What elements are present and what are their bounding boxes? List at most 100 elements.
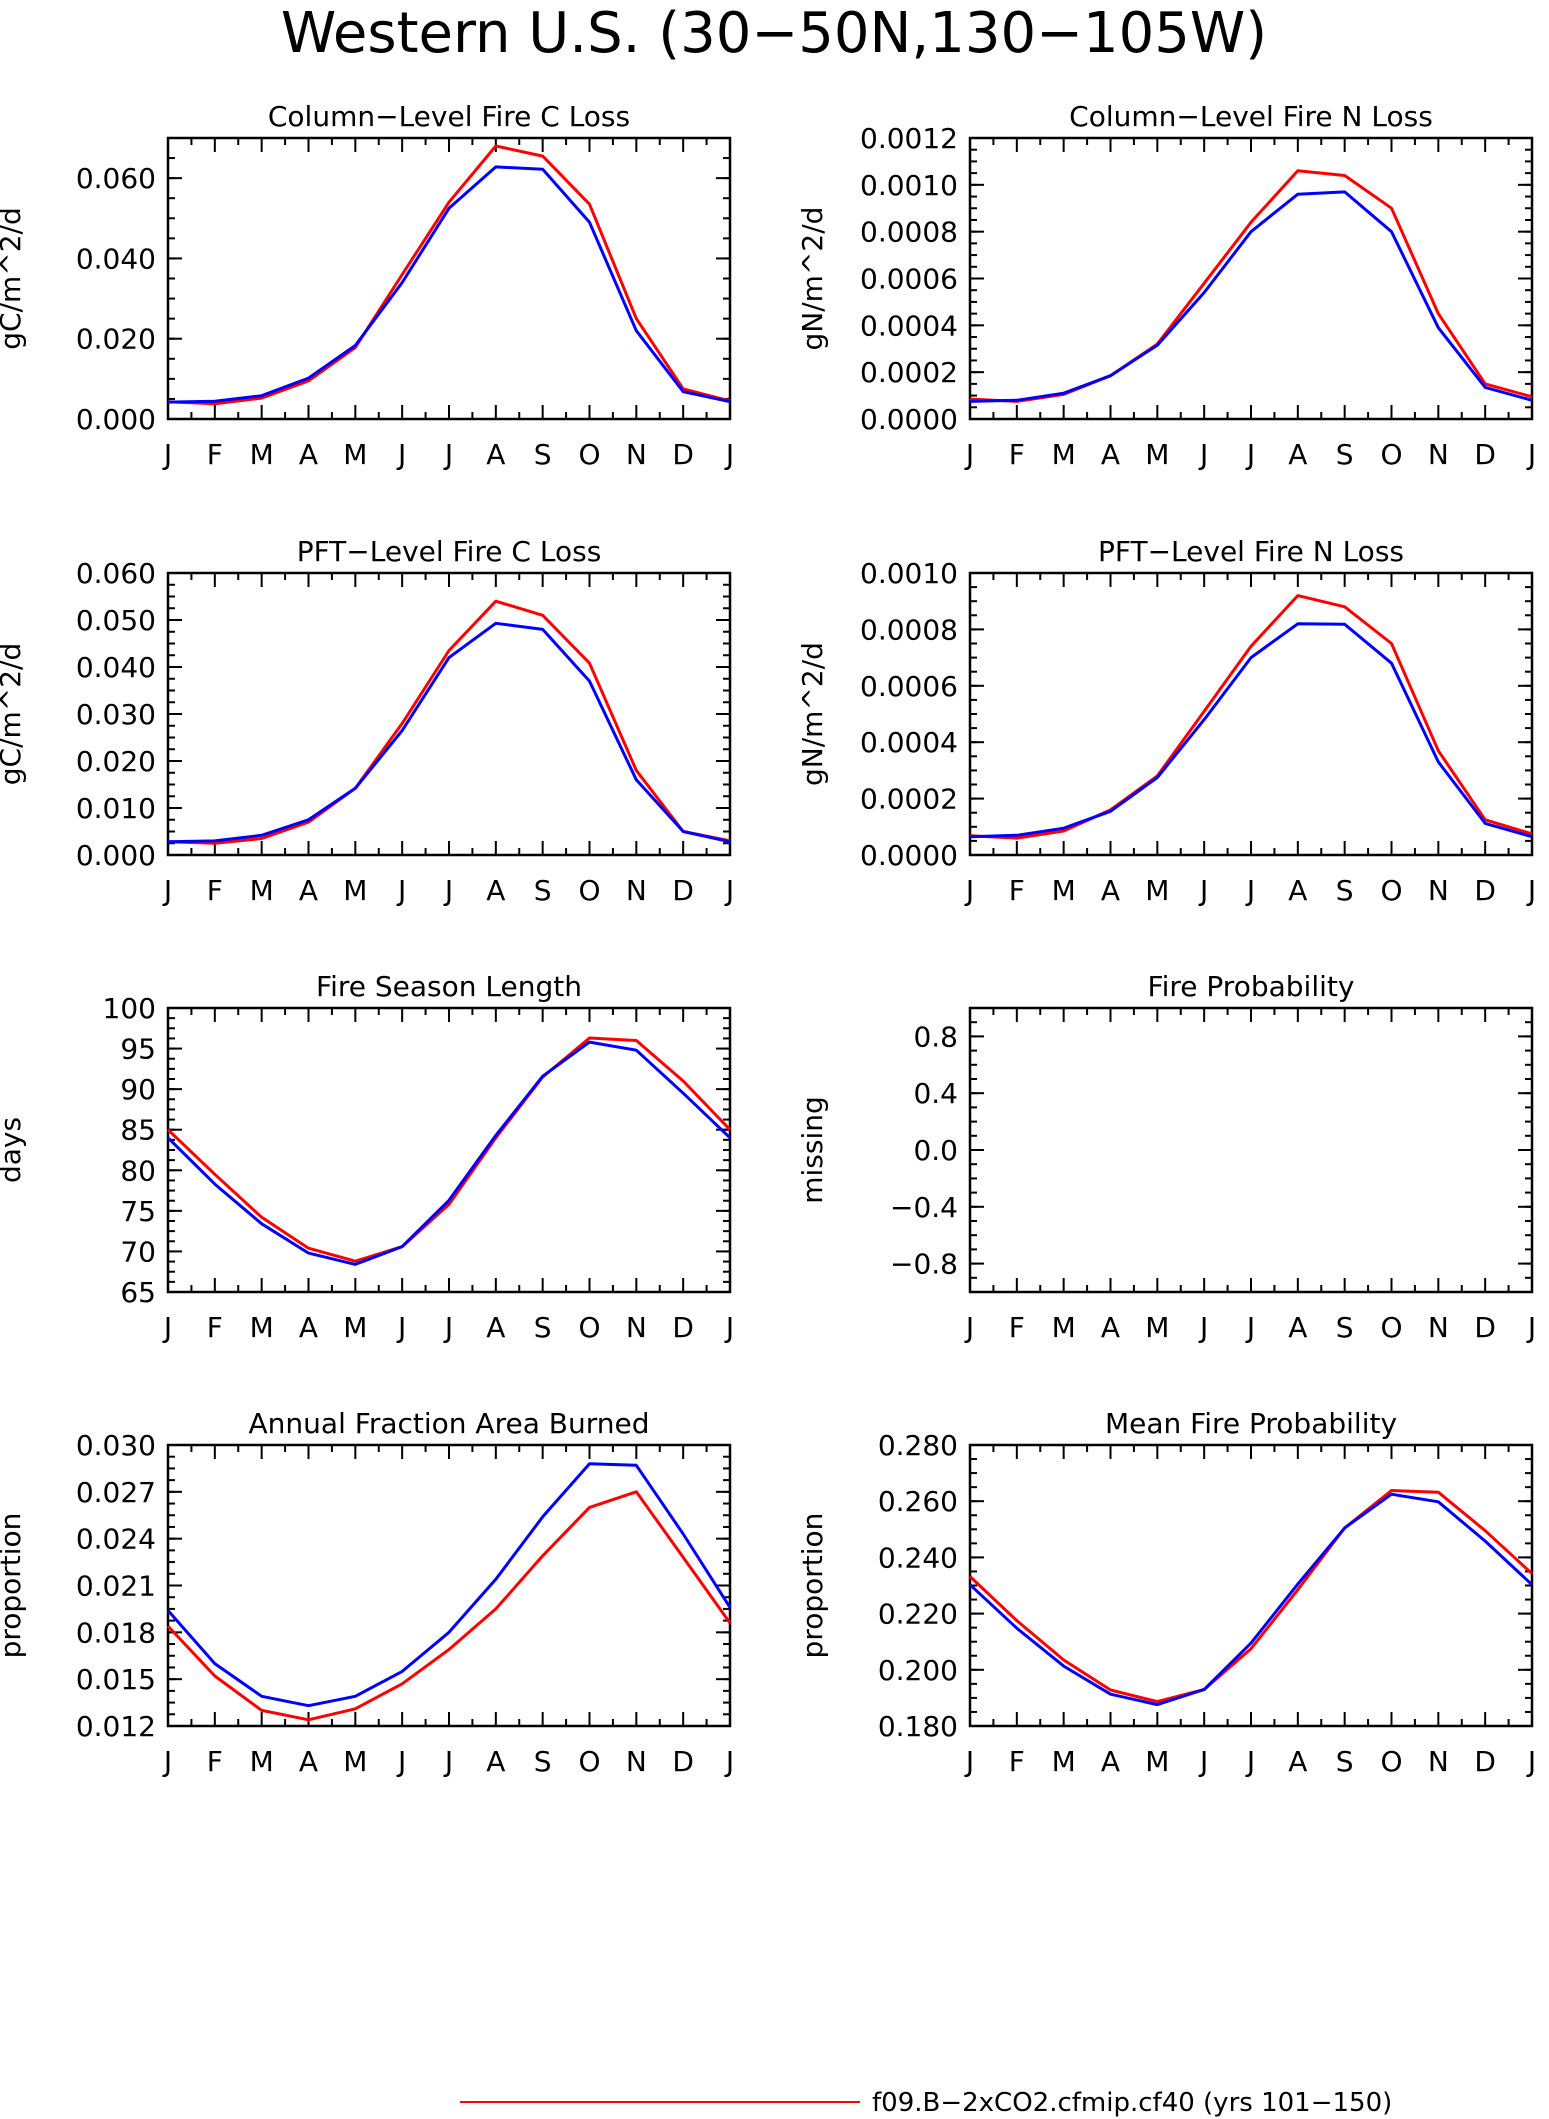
y-tick-label: 0.012 [76, 1710, 156, 1743]
y-axis-label: gC/m^2/d [0, 643, 27, 786]
plot-frame [166, 136, 732, 421]
x-tick-label: F [207, 1311, 223, 1344]
y-tick-label: 0.0006 [860, 263, 958, 296]
y-tick-label: 70 [120, 1235, 156, 1268]
x-tick-label: S [1336, 1311, 1354, 1344]
y-tick-label: 80 [120, 1154, 156, 1187]
panel-title: Annual Fraction Area Burned [249, 1407, 650, 1440]
y-axis-label: proportion [796, 1513, 829, 1659]
x-tick-label: N [1428, 1745, 1449, 1778]
x-tick-label: A [299, 1745, 318, 1778]
x-tick-label: O [578, 1311, 600, 1344]
plot-frame [968, 136, 1534, 421]
x-tick-label: J [1198, 438, 1208, 471]
plot-frame [166, 1006, 732, 1294]
x-tick-label: J [396, 438, 406, 471]
x-tick-label: J [162, 874, 172, 907]
y-tick-label: 0.0008 [860, 613, 958, 646]
y-tick-label: 0.0002 [860, 783, 958, 816]
x-tick-label: J [1245, 438, 1255, 471]
x-tick-label: M [250, 1745, 274, 1778]
x-tick-label: D [1474, 874, 1496, 907]
panel-title: Column−Level Fire N Loss [1069, 100, 1433, 133]
x-tick-label: A [1101, 874, 1120, 907]
x-tick-label: J [724, 874, 734, 907]
x-tick-label: S [1336, 1745, 1354, 1778]
x-tick-label: N [626, 1745, 647, 1778]
x-tick-label: N [626, 1311, 647, 1344]
x-tick-label: N [626, 874, 647, 907]
x-tick-label: S [534, 874, 552, 907]
x-tick-label: F [1009, 1745, 1025, 1778]
x-tick-label: N [1428, 874, 1449, 907]
panel-2: J F M A M J J A S O N D J0.00000.00020.00040.00060.0… [796, 100, 1536, 471]
x-tick-label: M [1145, 874, 1169, 907]
y-tick-label: 0.024 [76, 1523, 156, 1556]
series-line-red [969, 169, 1533, 403]
y-tick-label: −0.4 [890, 1191, 958, 1224]
series-line-blue [969, 190, 1533, 403]
x-tick-label: A [1288, 438, 1307, 471]
x-tick-label: S [534, 1745, 552, 1778]
x-tick-label: J [724, 1311, 734, 1344]
y-tick-label: 0.0008 [860, 216, 958, 249]
x-tick-label: M [343, 1745, 367, 1778]
x-tick-label: A [1101, 438, 1120, 471]
y-tick-label: 0.0 [913, 1134, 958, 1167]
y-axis-label: gN/m^2/d [796, 207, 829, 351]
x-tick-label: D [1474, 438, 1496, 471]
x-tick-label: N [1428, 438, 1449, 471]
x-tick-label: M [343, 438, 367, 471]
x-tick-label: J [1245, 874, 1255, 907]
series-line-red [968, 1489, 1534, 1704]
panel-title: PFT−Level Fire N Loss [1098, 535, 1404, 568]
x-tick-label: M [1052, 874, 1076, 907]
y-tick-label: 100 [103, 992, 156, 1025]
x-tick-label: J [1526, 1311, 1536, 1344]
x-tick-label: M [250, 1311, 274, 1344]
y-tick-label: 0.0010 [860, 557, 958, 590]
panel-title: Column−Level Fire C Loss [268, 100, 630, 133]
x-tick-label: A [299, 1311, 318, 1344]
series-line-red [166, 1036, 732, 1263]
x-tick-label: D [672, 1745, 694, 1778]
x-tick-label: A [1288, 1745, 1307, 1778]
legend-label: f09.B−2xCO2.cfmip.cf40 (yrs 101−150) [872, 2088, 1392, 2118]
x-tick-label: J [396, 1745, 406, 1778]
y-tick-label: 0.0000 [860, 403, 958, 436]
y-tick-label: 0.010 [76, 792, 156, 825]
plot-frame [968, 1006, 1534, 1294]
x-tick-label: M [1145, 1311, 1169, 1344]
x-tick-label: J [443, 874, 453, 907]
y-tick-label: 0.020 [76, 745, 156, 778]
x-tick-label: J [396, 1311, 406, 1344]
y-tick-label: 0.000 [76, 403, 156, 436]
y-axis-label: proportion [0, 1513, 27, 1659]
x-tick-label: M [1145, 1745, 1169, 1778]
plot-frame [968, 571, 1534, 857]
x-tick-label: J [1198, 1311, 1208, 1344]
y-axis-label: missing [796, 1096, 829, 1204]
y-tick-label: 0.030 [76, 1429, 156, 1462]
y-axis-label: gC/m^2/d [0, 207, 27, 350]
series-line-blue [167, 165, 731, 404]
x-tick-label: J [724, 1745, 734, 1778]
x-tick-label: M [1145, 438, 1169, 471]
y-tick-label: 0.8 [913, 1020, 958, 1053]
x-tick-label: J [1245, 1745, 1255, 1778]
y-tick-label: 0.060 [76, 557, 156, 590]
x-tick-label: S [534, 438, 552, 471]
x-tick-label: O [578, 874, 600, 907]
y-tick-label: 0.040 [76, 242, 156, 275]
y-tick-label: 90 [120, 1073, 156, 1106]
x-tick-label: O [578, 1745, 600, 1778]
plot-frame [166, 571, 732, 857]
y-tick-label: 0.0006 [860, 670, 958, 703]
x-tick-label: A [299, 438, 318, 471]
x-tick-label: A [299, 874, 318, 907]
x-tick-label: M [250, 438, 274, 471]
y-tick-label: 0.0000 [860, 839, 958, 872]
panel-title: Mean Fire Probability [1105, 1407, 1397, 1440]
x-tick-label: F [207, 1745, 223, 1778]
x-tick-label: J [443, 1311, 453, 1344]
